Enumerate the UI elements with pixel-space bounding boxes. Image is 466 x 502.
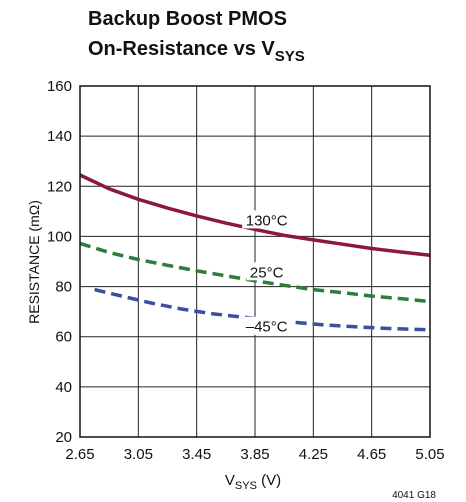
y-tick-label: 100	[47, 228, 72, 245]
series-label: 25°C	[250, 264, 284, 281]
chart-title-line-2: On-Resistance vs VSYS	[88, 38, 305, 65]
figure-code: 4041 G18	[392, 490, 436, 501]
y-tick-label: 160	[47, 78, 72, 95]
y-tick-label: 20	[55, 429, 72, 446]
series-label: –45°C	[246, 319, 288, 336]
x-tick-label: 5.05	[415, 446, 444, 463]
x-tick-label: 3.45	[182, 446, 211, 463]
grid	[79, 85, 431, 438]
series-label-bg	[246, 262, 287, 281]
plot-frame	[79, 85, 431, 438]
y-tick-label: 120	[47, 178, 72, 195]
chart-title-subscript: SYS	[275, 48, 305, 65]
y-axis-label: RESISTANCE (mΩ)	[26, 200, 42, 324]
x-tick-label: 3.85	[240, 446, 269, 463]
x-axis-label-subscript: SYS	[235, 480, 257, 492]
series-line-1	[79, 173, 431, 257]
series-annotations: 130°C 25°C –45°C	[242, 210, 292, 336]
series-line-2	[79, 241, 431, 304]
x-axis-label-main: V	[225, 472, 235, 489]
y-tick-label: 40	[55, 379, 72, 396]
y-tick-label: 140	[47, 128, 72, 145]
x-tick-labels: 2.65 3.05 3.45 3.85 4.25 4.65 5.05	[65, 446, 444, 463]
series-label: 130°C	[246, 212, 288, 229]
x-tick-label: 2.65	[65, 446, 94, 463]
x-tick-label: 4.25	[299, 446, 328, 463]
x-tick-label: 3.05	[124, 446, 153, 463]
chart-title-line-2-main: On-Resistance vs V	[88, 38, 275, 60]
y-tick-label: 80	[55, 279, 72, 296]
series-label-bg	[242, 316, 292, 335]
y-tick-labels: 20 40 60 80 100 120 140 160	[47, 78, 72, 446]
chart-title-line-1: Backup Boost PMOS	[88, 8, 287, 30]
x-axis-label-unit: (V)	[257, 472, 281, 489]
y-tick-label: 60	[55, 329, 72, 346]
x-tick-label: 4.65	[357, 446, 386, 463]
series-label-bg	[242, 210, 292, 229]
x-axis-label: VSYS (V)	[225, 472, 281, 492]
